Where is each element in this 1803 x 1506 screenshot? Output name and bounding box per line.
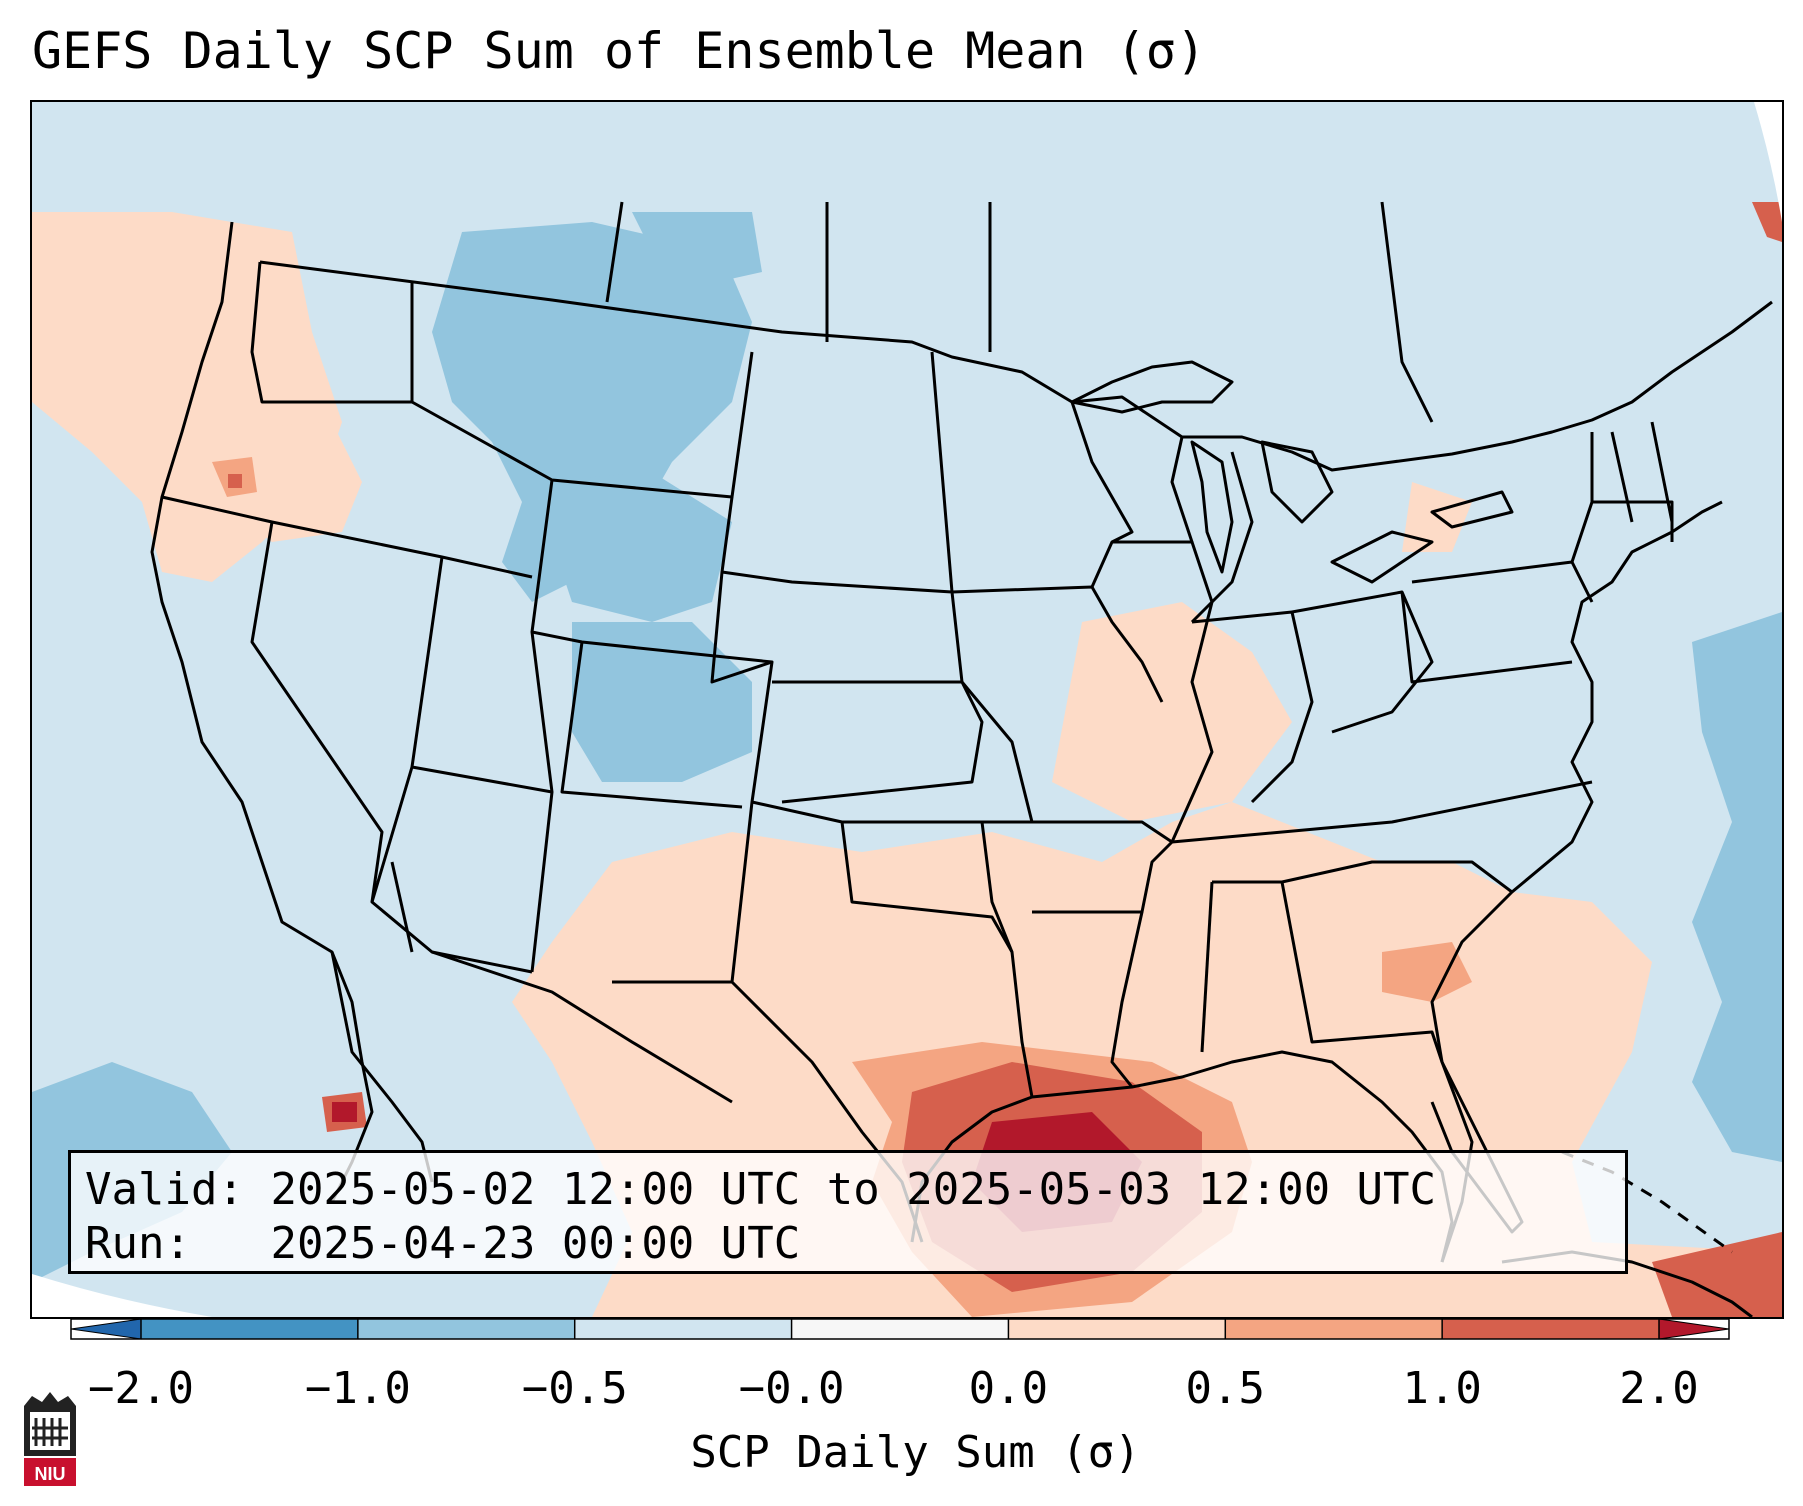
colorbar-segment — [357, 1319, 576, 1339]
colorbar-segment — [141, 1319, 359, 1339]
valid-label: Valid: — [85, 1164, 244, 1215]
state-line — [1191, 610, 1314, 804]
us-canada-border — [259, 260, 1773, 472]
colorbar-label: SCP Daily Sum (σ) — [690, 1427, 1141, 1478]
colorbar-tick-label: −2.0 — [88, 1363, 194, 1414]
colorbar-outline — [70, 1318, 1730, 1340]
colorbar-segment — [574, 1319, 793, 1339]
state-line — [1110, 911, 1144, 1088]
baja-coastline — [330, 951, 434, 1183]
colorbar-tick-label: −0.5 — [521, 1363, 628, 1414]
state-line — [1610, 431, 1634, 523]
colorbar-segment — [1008, 1319, 1226, 1339]
map-boundaries — [150, 201, 1773, 1317]
state-line — [1070, 401, 1134, 544]
anomaly-region-west-mexico-peak — [332, 1102, 357, 1122]
state-line — [842, 820, 1034, 1098]
anomaly-region-northeast-corner — [1752, 202, 1782, 242]
colorbar-extend-low — [70, 1318, 142, 1340]
state-line — [1190, 451, 1254, 624]
anomaly-region-northwest-atlantic — [1692, 612, 1782, 1162]
state-line — [1650, 421, 1674, 523]
state-line — [1212, 860, 1513, 894]
chart-title: GEFS Daily SCP Sum of Ensemble Mean (σ) — [32, 22, 1206, 80]
anomaly-region-colorado — [572, 622, 752, 782]
svg-text:NIU: NIU — [35, 1464, 66, 1484]
anomaly-region-midwest — [1052, 602, 1292, 822]
state-line — [161, 495, 533, 579]
lake-ontario — [1430, 490, 1514, 529]
colorbar-segment — [1225, 1319, 1443, 1339]
state-line — [720, 496, 964, 683]
colorbar-tick-label: −0.0 — [738, 1363, 845, 1414]
state-line — [1280, 881, 1444, 1063]
run-label: Run: — [85, 1218, 191, 1269]
state-line — [411, 351, 754, 499]
colorbar-segment — [791, 1319, 1009, 1339]
state-line — [951, 585, 1164, 703]
state-line — [1170, 436, 1194, 543]
state-line — [605, 201, 624, 303]
state-line — [751, 800, 1014, 953]
anomaly-region-southeast-corner — [1652, 1232, 1782, 1317]
state-line — [1200, 881, 1214, 1053]
colorbar-segment — [1442, 1319, 1660, 1339]
validity-info-box: Valid: 2025-05-02 12:00 UTC to 2025-05-0… — [68, 1150, 1628, 1274]
colorbar-tick-label: −1.0 — [304, 1363, 411, 1414]
anomaly-region-oregon-core — [228, 474, 242, 488]
state-line — [772, 680, 984, 804]
projection-edge-southwest — [32, 1274, 212, 1317]
run-time: 2025-04-23 00:00 UTC — [270, 1218, 801, 1269]
anomaly-region-southeast-coast — [1382, 942, 1472, 1002]
colorbar-tick-label: 1.0 — [1402, 1363, 1482, 1414]
state-line — [930, 351, 954, 593]
colorbar-extend-high — [1658, 1318, 1730, 1340]
state-line — [390, 861, 414, 953]
state-line — [1032, 840, 1174, 914]
state-line — [1291, 590, 1434, 734]
projection-edge-northeast — [1754, 102, 1782, 222]
anomaly-region-wyoming — [532, 472, 732, 622]
state-line — [960, 681, 1034, 823]
state-line — [560, 641, 743, 809]
state-line — [250, 261, 412, 404]
map-panel — [30, 100, 1784, 1319]
colorbar-tick-label: 0.5 — [1185, 1363, 1266, 1414]
colorbar-tick-label: 0.0 — [968, 1363, 1049, 1414]
state-line — [250, 521, 384, 903]
lake-erie — [1330, 530, 1434, 584]
niu-logo-icon: NIU — [24, 1392, 76, 1486]
lake-michigan — [1190, 440, 1234, 574]
state-line — [530, 479, 554, 973]
map-canvas — [32, 102, 1782, 1317]
state-line — [370, 766, 533, 974]
pacific-coastline — [150, 221, 374, 1203]
valid-period: 2025-05-02 12:00 UTC to 2025-05-03 12:00… — [270, 1164, 1437, 1215]
colorbar-tick-label: 2.0 — [1619, 1363, 1699, 1414]
state-line — [1592, 500, 1674, 542]
lake-superior — [1070, 360, 1234, 414]
state-line — [1380, 201, 1434, 423]
state-line — [431, 950, 733, 1104]
colorbar — [70, 1318, 1730, 1340]
state-line — [710, 571, 773, 684]
anomaly-region-montana-north — [632, 212, 762, 292]
lake-huron — [1260, 440, 1334, 524]
state-line — [1400, 591, 1573, 684]
